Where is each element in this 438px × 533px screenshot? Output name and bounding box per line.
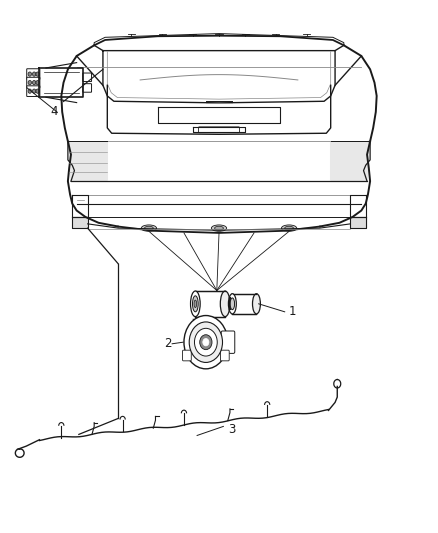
Circle shape [32,89,36,93]
Ellipse shape [192,296,198,312]
Circle shape [200,335,212,350]
Ellipse shape [252,294,260,314]
Polygon shape [331,142,369,180]
Polygon shape [73,217,87,227]
FancyBboxPatch shape [233,294,257,314]
Ellipse shape [194,300,197,308]
Circle shape [189,322,223,362]
Ellipse shape [285,227,293,230]
Circle shape [203,338,209,346]
FancyBboxPatch shape [27,77,40,88]
Circle shape [32,80,36,85]
Ellipse shape [141,225,157,231]
Circle shape [36,89,39,93]
FancyBboxPatch shape [183,350,191,361]
FancyBboxPatch shape [221,331,235,353]
Ellipse shape [230,298,235,310]
Ellipse shape [215,227,223,230]
Circle shape [194,328,217,356]
Polygon shape [69,142,107,180]
Circle shape [36,80,39,85]
FancyBboxPatch shape [27,86,40,96]
Ellipse shape [229,294,237,314]
Circle shape [28,89,32,93]
Text: 2: 2 [164,337,172,350]
Circle shape [28,80,32,85]
Ellipse shape [281,225,297,231]
Ellipse shape [191,291,200,317]
FancyBboxPatch shape [27,69,40,79]
FancyBboxPatch shape [83,73,92,82]
Ellipse shape [211,225,227,231]
Circle shape [32,72,36,76]
Text: 1: 1 [289,305,297,318]
Text: 4: 4 [50,106,58,118]
FancyBboxPatch shape [195,291,225,317]
Circle shape [184,316,228,369]
FancyBboxPatch shape [83,84,92,92]
Text: 3: 3 [228,423,235,435]
Ellipse shape [145,227,153,230]
Ellipse shape [220,291,230,317]
Polygon shape [351,217,366,227]
FancyBboxPatch shape [198,127,240,133]
FancyBboxPatch shape [220,350,229,361]
Circle shape [36,72,39,76]
Circle shape [28,72,32,76]
